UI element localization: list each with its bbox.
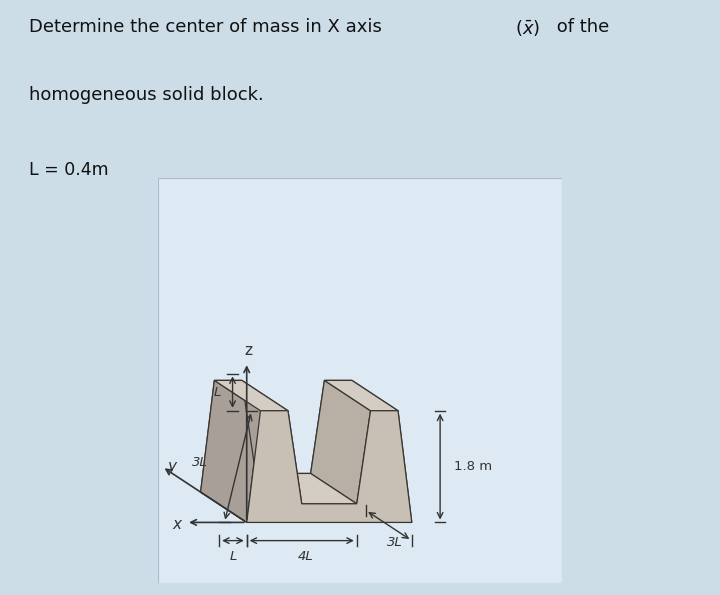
Polygon shape — [256, 474, 357, 504]
Text: ($\bar{x}$): ($\bar{x}$) — [515, 18, 540, 38]
Polygon shape — [201, 380, 366, 492]
Text: L: L — [214, 386, 221, 399]
Text: z: z — [245, 343, 253, 358]
Text: of the: of the — [551, 18, 609, 36]
Text: homogeneous solid block.: homogeneous solid block. — [29, 86, 264, 104]
Polygon shape — [242, 380, 302, 504]
Text: y: y — [167, 459, 176, 474]
Text: Determine the center of mass in X axis: Determine the center of mass in X axis — [29, 18, 387, 36]
Polygon shape — [201, 380, 261, 522]
Polygon shape — [201, 492, 412, 522]
Text: L: L — [229, 550, 237, 562]
Polygon shape — [325, 380, 398, 411]
Text: 1.8 m: 1.8 m — [454, 460, 492, 473]
Text: 3L: 3L — [387, 536, 402, 549]
Polygon shape — [247, 411, 412, 522]
Polygon shape — [215, 380, 288, 411]
Polygon shape — [310, 380, 371, 504]
Polygon shape — [352, 380, 412, 522]
Text: 3L: 3L — [192, 456, 207, 469]
Text: 4L: 4L — [298, 550, 314, 562]
Text: L = 0.4m: L = 0.4m — [29, 161, 109, 178]
Text: x: x — [172, 517, 181, 532]
